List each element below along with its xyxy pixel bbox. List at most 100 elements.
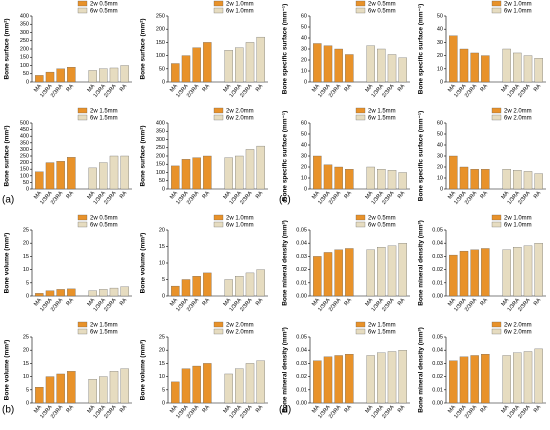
y-tick-label: 15: [23, 254, 29, 260]
legend-label: 2w 0.5mm: [368, 1, 396, 7]
bar: [224, 279, 233, 297]
x-tick-label: MA: [86, 190, 96, 200]
bar: [398, 57, 407, 83]
x-tick-label: 2/3RA: [50, 404, 65, 420]
y-tick-label: 50: [437, 13, 443, 19]
x-tick-label: 2/3RA: [239, 83, 254, 99]
x-tick-label: RA: [255, 297, 265, 307]
y-tick-label: 30: [301, 46, 307, 52]
bar: [171, 63, 180, 83]
y-tick-label: 0.05: [296, 227, 307, 233]
bar: [120, 368, 129, 404]
bar: [67, 67, 76, 83]
legend-swatch: [213, 221, 224, 228]
y-tick-label: 10: [23, 267, 29, 273]
y-tick-label: 60: [437, 120, 443, 126]
bar: [323, 164, 333, 190]
y-tick-label: 0.00: [296, 400, 307, 406]
legend-swatch: [491, 0, 502, 7]
y-tick-label: 30: [437, 153, 443, 159]
x-tick-label: 2/3RA: [517, 297, 532, 313]
y-tick-label: 0.01: [432, 280, 443, 286]
y-tick-label: 0: [26, 79, 29, 85]
y-tick-label: 50: [301, 24, 307, 30]
legend-swatch: [355, 321, 366, 328]
y-tick-label: 0.00: [432, 400, 443, 406]
y-tick-label: 40: [437, 142, 443, 148]
x-tick-label: RA: [65, 83, 75, 93]
y-tick-label: 10: [159, 374, 165, 380]
y-axis-label: Bone mineral density (mm³): [282, 220, 289, 306]
bar: [345, 248, 354, 297]
bar: [35, 387, 44, 404]
bar: [192, 157, 201, 190]
y-axis-label: Bone volume (mm³): [4, 340, 11, 401]
bar: [398, 243, 407, 297]
x-tick-label: RA: [119, 404, 129, 414]
bar: [56, 161, 65, 190]
bar: [224, 157, 233, 190]
bar: [203, 42, 212, 83]
x-tick-label: MA: [86, 83, 96, 93]
bar: [99, 68, 108, 83]
bar: [99, 162, 108, 190]
bar: [67, 371, 76, 404]
bar: [523, 55, 533, 83]
bar: [120, 155, 129, 190]
bar: [502, 48, 511, 83]
y-tick-label: 25: [23, 227, 29, 233]
x-tick-label: RA: [201, 190, 211, 200]
y-tick-label: 400: [20, 134, 29, 140]
y-tick-label: 0.02: [432, 267, 443, 273]
x-tick-label: MA: [222, 83, 232, 93]
y-tick-label: 60: [301, 120, 307, 126]
y-tick-label: 10: [437, 175, 443, 181]
y-tick-label: 15: [159, 244, 165, 250]
y-tick-label: 0.04: [296, 348, 307, 354]
bar: [334, 249, 343, 297]
x-tick-label: RA: [119, 83, 129, 93]
y-axis-label: Bone volume (mm³): [140, 233, 147, 294]
y-axis-label: Bone mineral density (mm³): [418, 220, 425, 306]
bar: [171, 285, 180, 297]
bar: [459, 356, 469, 404]
legend-swatch: [355, 114, 366, 121]
y-tick-label: 20: [301, 164, 307, 170]
legend-label: 6w 0.5mm: [368, 222, 396, 228]
y-tick-label: 0.05: [296, 334, 307, 340]
y-tick-label: 0: [26, 293, 29, 299]
bar: [56, 68, 65, 83]
y-tick-label: 0.04: [296, 241, 307, 247]
y-tick-label: 250: [20, 38, 29, 44]
bar: [192, 276, 201, 297]
bar: [120, 65, 129, 83]
bar: [109, 371, 119, 404]
bar: [192, 365, 201, 404]
x-tick-label: 2/3RA: [103, 404, 118, 420]
x-tick-label: 2/3RA: [239, 190, 254, 206]
bar: [171, 381, 180, 404]
bar: [470, 249, 479, 297]
bar: [313, 155, 322, 190]
legend-label: 2w 1.0mm: [226, 1, 254, 7]
y-tick-label: 200: [156, 27, 165, 33]
x-tick-label: MA: [447, 190, 457, 200]
x-tick-label: 2/3RA: [464, 190, 479, 206]
y-tick-label: 300: [20, 147, 29, 153]
y-tick-label: 300: [156, 137, 165, 143]
bar: [67, 288, 76, 297]
x-tick-label: MA: [33, 404, 43, 414]
y-tick-label: 0: [440, 186, 443, 192]
x-tick-label: RA: [255, 83, 265, 93]
x-tick-label: MA: [364, 83, 374, 93]
bar: [387, 170, 397, 190]
legend-label: 6w 1.0mm: [226, 8, 254, 14]
legend-swatch: [491, 114, 502, 121]
y-tick-label: 0: [162, 186, 165, 192]
y-tick-label: 20: [23, 241, 29, 247]
y-tick-label: 100: [20, 173, 29, 179]
bar: [88, 290, 97, 297]
legend-swatch: [77, 7, 88, 14]
bar: [45, 290, 55, 297]
